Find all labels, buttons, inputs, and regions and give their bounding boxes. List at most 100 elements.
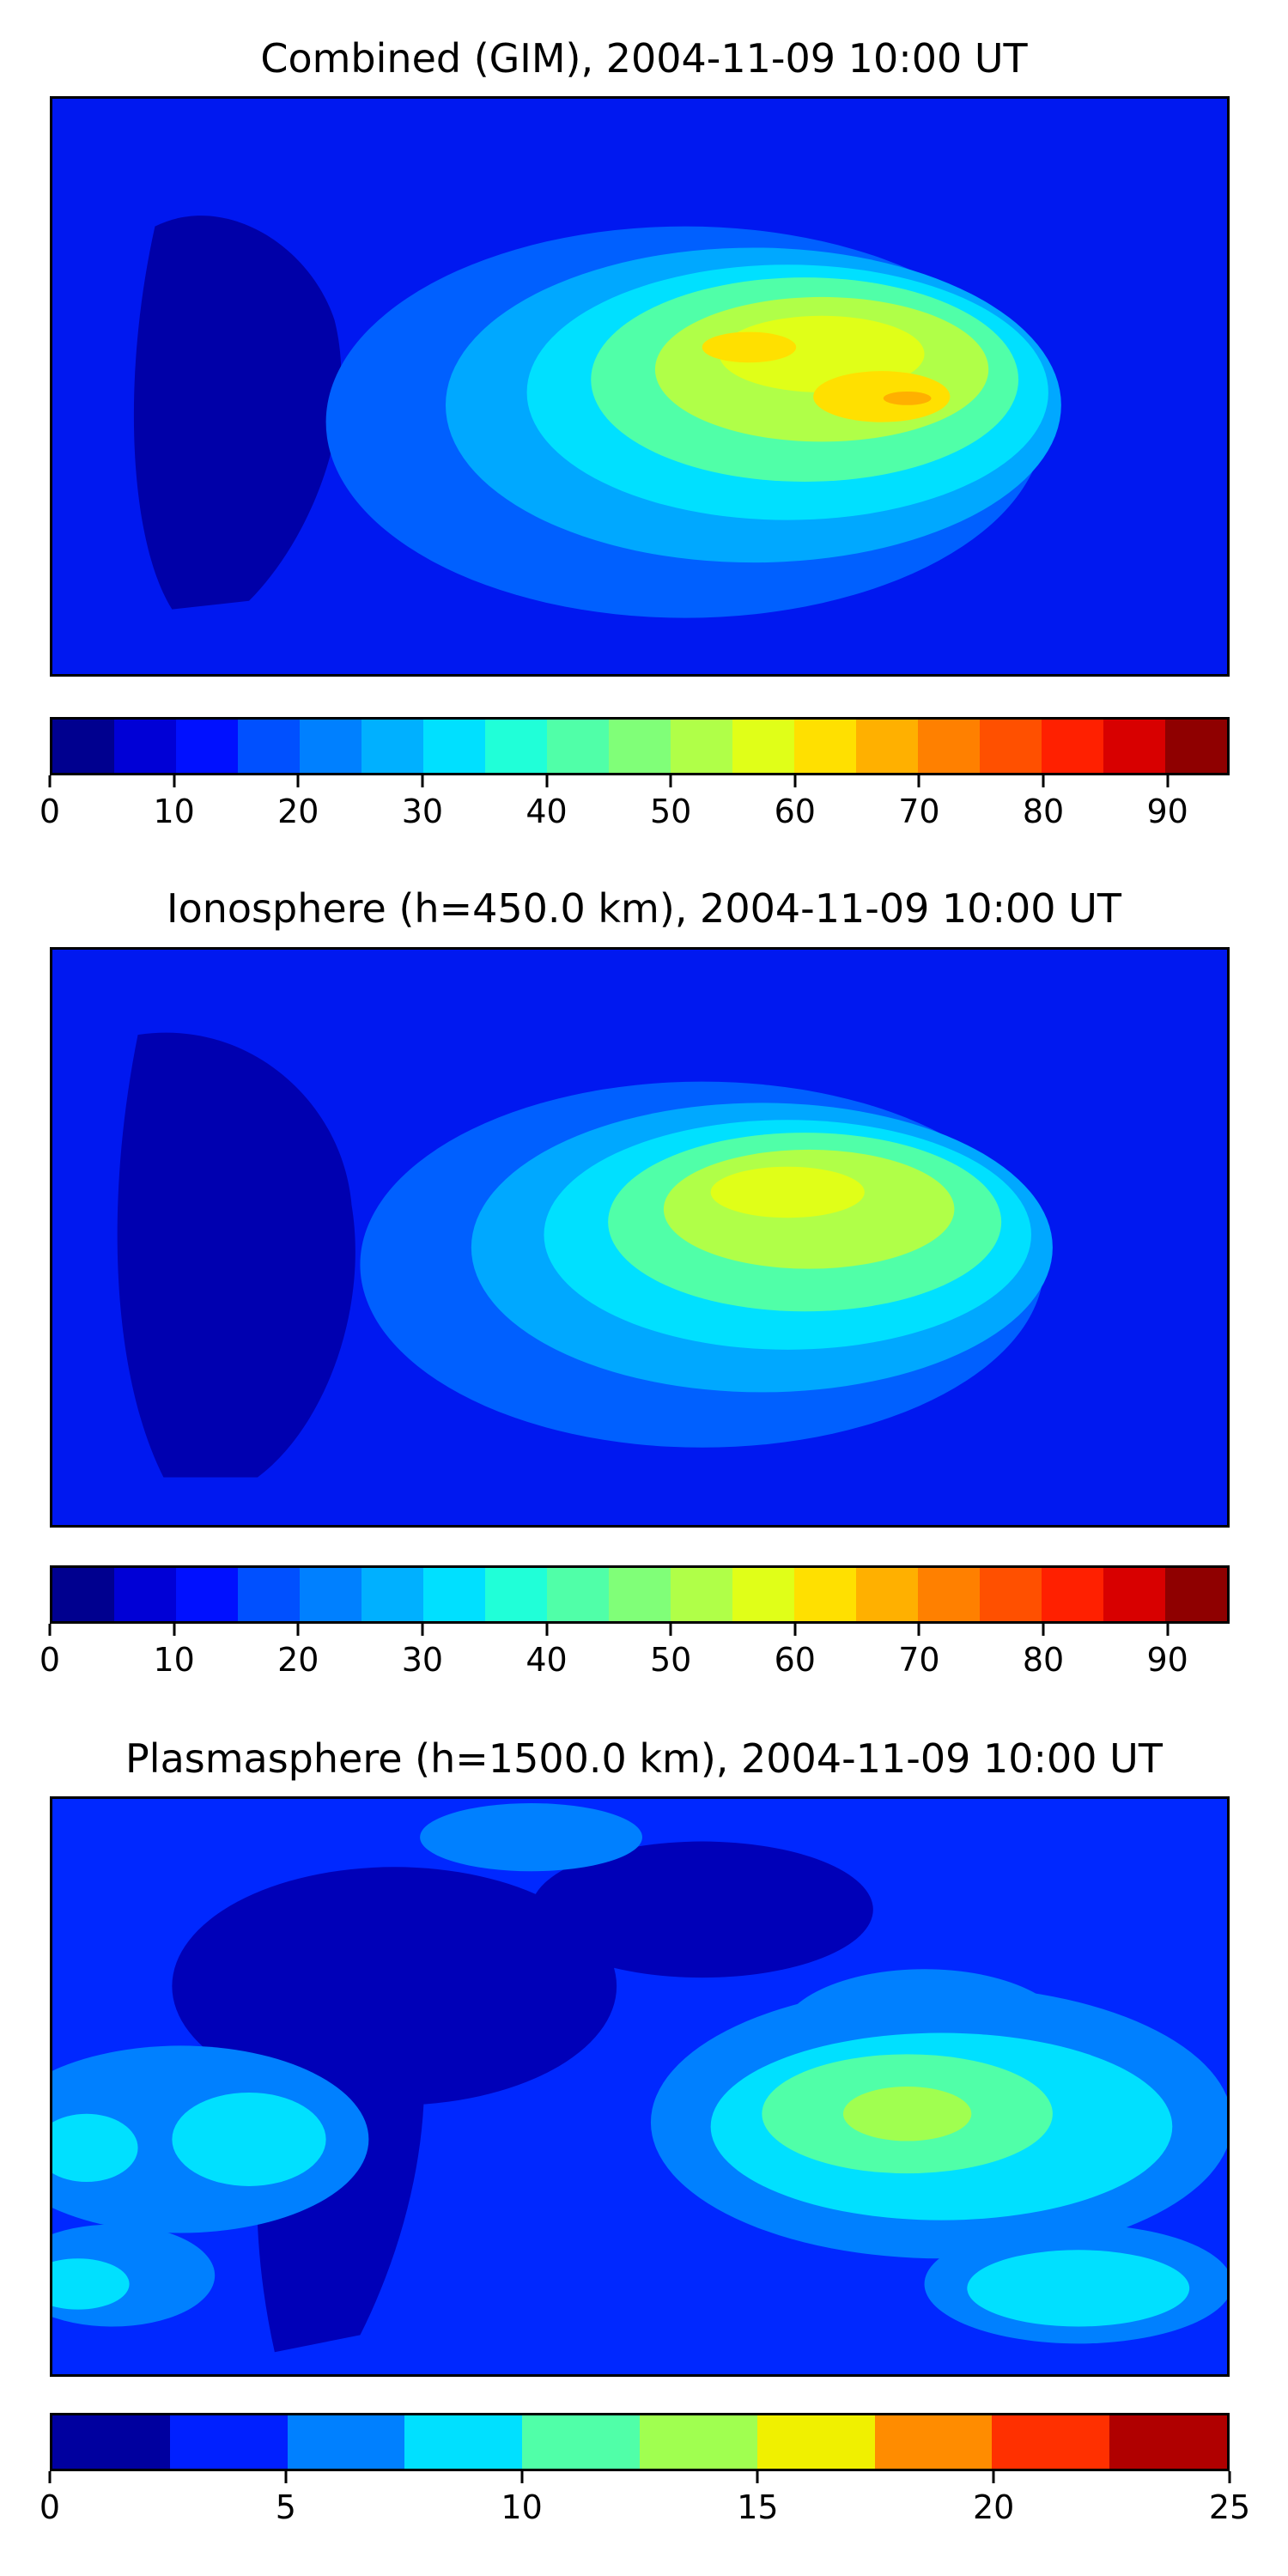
colorbar-swatch	[547, 1568, 609, 1621]
world-map-plasmasphere	[50, 1796, 1230, 2377]
colorbar-swatch	[522, 2415, 640, 2469]
colorbar-swatch	[485, 1568, 547, 1621]
colorbar-swatch	[918, 1568, 980, 1621]
colorbar-swatch	[361, 720, 423, 773]
colorbar-tick	[520, 2471, 524, 2483]
colorbar-swatch	[980, 1568, 1042, 1621]
colorbar-swatch	[169, 2415, 288, 2469]
colorbar-tick-label: 70	[898, 1641, 940, 1679]
colorbar-tick-label: 30	[401, 1641, 444, 1679]
colorbar-tick-label: 80	[1022, 793, 1065, 830]
colorbar-tick-label: 70	[898, 793, 940, 830]
colorbar-swatch	[404, 2415, 523, 2469]
colorbar-tick	[545, 1624, 549, 1636]
colorbar-swatch	[1042, 720, 1103, 773]
colorbar-swatch	[52, 720, 114, 773]
colorbar-tick-label: 90	[1146, 793, 1188, 830]
colorbar-tick	[545, 775, 549, 787]
colorbar-tick	[793, 1624, 797, 1636]
colorbar-swatch	[918, 720, 980, 773]
colorbar-tick-label: 0	[39, 2488, 61, 2526]
colorbar-tick-label: 25	[1208, 2488, 1251, 2526]
colorbar-tick-label: 40	[526, 1641, 568, 1679]
colorbar-combined	[50, 717, 1230, 775]
colorbar-swatch	[1165, 1568, 1227, 1621]
colorbar-swatch	[300, 1568, 361, 1621]
colorbar-tick-label: 10	[153, 793, 195, 830]
colorbar-swatch	[238, 1568, 300, 1621]
colorbar-tick	[421, 1624, 424, 1636]
colorbar-tick-label: 15	[737, 2488, 779, 2526]
colorbar-swatch	[52, 2415, 170, 2469]
colorbar-tick	[1042, 1624, 1045, 1636]
colorbar-swatch	[1165, 720, 1227, 773]
colorbar-swatch	[732, 1568, 794, 1621]
colorbar-tick	[1166, 775, 1170, 787]
colorbar-swatch	[176, 720, 238, 773]
world-map-ionosphere	[50, 947, 1230, 1528]
colorbar-tick-label: 5	[275, 2488, 296, 2526]
colorbar-ticks-plasmasphere: 0 5 10 15 20 25	[39, 2471, 1250, 2526]
colorbar-tick-label: 30	[401, 793, 444, 830]
colorbar-tick	[48, 2471, 52, 2483]
colorbar-tick	[1166, 1624, 1170, 1636]
colorbar-tick	[669, 1624, 672, 1636]
colorbar-ionosphere	[50, 1565, 1230, 1624]
colorbar-tick	[284, 2471, 288, 2483]
colorbar-ticks-combined: 0 10 20 30 40 50 60 70 80 90	[39, 775, 1230, 830]
colorbar-ticks-ionosphere: 0 10 20 30 40 50 60 70 80 90	[39, 1624, 1230, 1679]
colorbar-swatch	[980, 720, 1042, 773]
colorbar-swatch	[609, 1568, 671, 1621]
colorbar-tick	[296, 1624, 300, 1636]
colorbar-tick	[1042, 775, 1045, 787]
colorbar-swatch	[176, 1568, 238, 1621]
colorbar-tick-label: 60	[774, 793, 816, 830]
panel-title-plasmasphere: Plasmasphere (h=1500.0 km), 2004-11-09 1…	[125, 1735, 1163, 1782]
colorbar-swatch	[856, 1568, 918, 1621]
colorbar-swatch	[671, 720, 732, 773]
colorbar-swatch	[423, 720, 485, 773]
colorbar-tick-label: 40	[526, 793, 568, 830]
colorbar-swatch	[756, 2415, 875, 2469]
colorbar-tick	[48, 775, 52, 787]
colorbar-tick-label: 90	[1146, 1641, 1188, 1679]
colorbar-tick-label: 20	[277, 1641, 319, 1679]
colorbar-tick	[296, 775, 300, 787]
colorbar-tick-label: 0	[39, 1641, 61, 1679]
colorbar-swatch	[114, 720, 176, 773]
colorbar-tick	[421, 775, 424, 787]
colorbar-tick	[793, 775, 797, 787]
colorbar-swatch	[732, 720, 794, 773]
colorbar-tick	[669, 775, 672, 787]
colorbar-swatch	[547, 720, 609, 773]
colorbar-swatch	[1109, 2415, 1227, 2469]
colorbar-swatch	[361, 1568, 423, 1621]
colorbar-tick-label: 80	[1022, 1641, 1065, 1679]
colorbar-swatch	[1042, 1568, 1103, 1621]
colorbar-swatch	[52, 1568, 114, 1621]
colorbar-tick-label: 20	[277, 793, 319, 830]
panel-title-ionosphere: Ionosphere (h=450.0 km), 2004-11-09 10:0…	[167, 885, 1121, 932]
colorbar-swatch	[671, 1568, 732, 1621]
colorbar-swatch	[238, 720, 300, 773]
colorbar-tick	[173, 775, 176, 787]
world-map-combined	[50, 96, 1230, 677]
colorbar-swatch	[1103, 1568, 1165, 1621]
colorbar-swatch	[609, 720, 671, 773]
colorbar-tick-label: 10	[501, 2488, 543, 2526]
colorbar-tick	[992, 2471, 995, 2483]
colorbar-swatch	[300, 720, 361, 773]
colorbar-tick-label: 10	[153, 1641, 195, 1679]
colorbar-tick-label: 20	[973, 2488, 1015, 2526]
colorbar-tick	[756, 2471, 759, 2483]
colorbar-plasmasphere	[50, 2413, 1230, 2471]
colorbar-tick	[1228, 2471, 1231, 2483]
panel-title-combined: Combined (GIM), 2004-11-09 10:00 UT	[260, 35, 1028, 82]
colorbar-swatch	[992, 2415, 1110, 2469]
colorbar-swatch	[856, 720, 918, 773]
colorbar-swatch	[794, 1568, 856, 1621]
colorbar-swatch	[1103, 720, 1165, 773]
colorbar-swatch	[485, 720, 547, 773]
colorbar-tick-label: 0	[39, 793, 61, 830]
colorbar-tick	[917, 775, 920, 787]
